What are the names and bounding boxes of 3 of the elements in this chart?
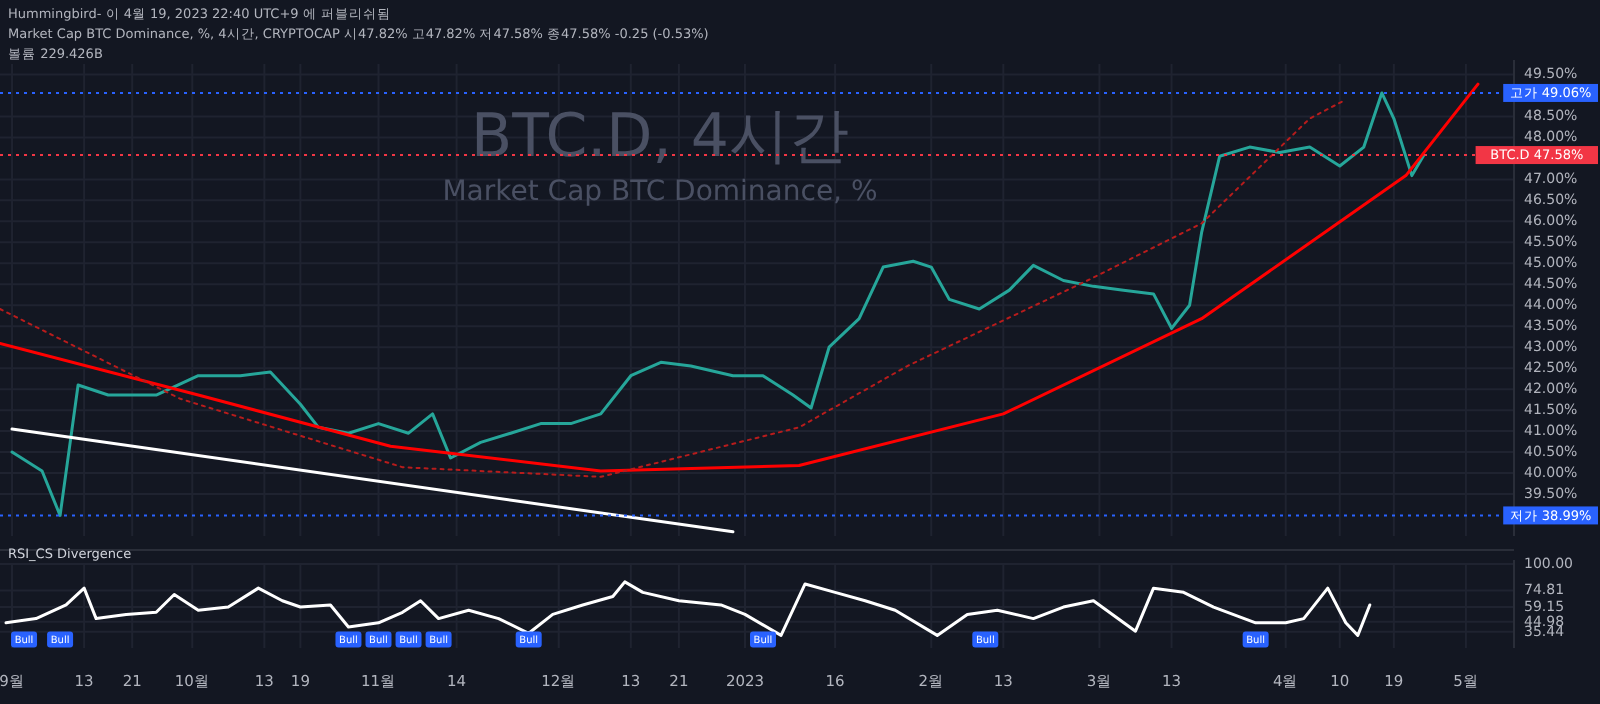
text: BTC.D, 4시간: [471, 102, 849, 172]
text: Market Cap BTC Dominance, %: [442, 176, 878, 208]
line-series: [10, 91, 1426, 517]
